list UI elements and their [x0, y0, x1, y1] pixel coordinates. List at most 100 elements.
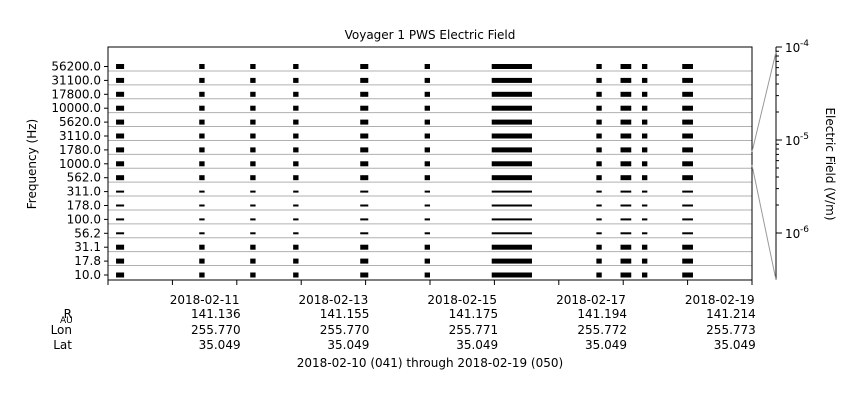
data-block	[250, 244, 256, 250]
data-block	[293, 147, 299, 153]
data-block	[424, 91, 430, 97]
y-axis-label: Frequency (Hz)	[25, 119, 39, 210]
data-block	[596, 258, 602, 264]
colorbar-tick-exponent: -6	[800, 225, 809, 235]
data-block	[620, 190, 632, 193]
data-block	[596, 232, 602, 235]
ephemeris-value: 255.770	[320, 323, 370, 337]
data-block	[641, 77, 648, 83]
data-block	[620, 258, 632, 264]
data-block	[360, 258, 369, 264]
data-block	[293, 204, 299, 207]
data-block	[199, 244, 205, 250]
colorbar-tick-base: 10	[785, 134, 800, 148]
data-block	[199, 175, 205, 181]
data-block	[360, 119, 369, 125]
y-tick-label: 1000.0	[59, 157, 101, 171]
data-block	[641, 119, 648, 125]
data-block	[199, 64, 205, 69]
data-block	[620, 147, 632, 153]
data-block	[491, 190, 532, 193]
data-block	[682, 91, 693, 97]
data-block	[596, 161, 602, 167]
data-block	[620, 91, 632, 97]
colorbar-label: Electric Field (V/m)	[823, 107, 837, 220]
chart-title: Voyager 1 PWS Electric Field	[345, 28, 516, 42]
data-block	[116, 244, 125, 250]
data-block	[620, 77, 632, 83]
plot-area	[107, 46, 753, 281]
y-tick-label: 56.2	[74, 226, 101, 240]
date-range-footer: 2018-02-10 (041) through 2018-02-19 (050…	[297, 356, 563, 370]
data-block	[424, 147, 430, 153]
data-block	[682, 232, 693, 235]
data-block	[424, 133, 430, 139]
ephemeris-value: 255.771	[449, 323, 499, 337]
data-block	[682, 105, 693, 111]
data-block	[491, 161, 532, 167]
data-block	[491, 119, 532, 125]
data-block	[424, 105, 430, 111]
ephemeris-value: 255.770	[191, 323, 241, 337]
data-block	[116, 175, 125, 181]
y-tick-label: 311.0	[67, 185, 101, 199]
data-block	[250, 175, 256, 181]
data-block	[682, 218, 693, 221]
colorbar-connector	[751, 51, 777, 153]
ephemeris-value: 141.214	[706, 307, 756, 321]
data-block	[199, 232, 205, 235]
data-block	[424, 175, 430, 181]
data-block	[620, 232, 632, 235]
data-block	[596, 91, 602, 97]
data-block	[596, 204, 602, 207]
data-block	[116, 147, 125, 153]
data-block	[360, 244, 369, 250]
data-block	[641, 244, 648, 250]
data-block	[250, 64, 256, 69]
ephemeris-value: 255.773	[706, 323, 756, 337]
data-block	[682, 133, 693, 139]
data-block	[424, 119, 430, 125]
data-block	[596, 218, 602, 221]
ephemeris-value: 35.049	[199, 338, 241, 352]
data-block	[641, 105, 648, 111]
data-block	[293, 105, 299, 111]
data-block	[199, 119, 205, 125]
data-block	[620, 272, 632, 278]
y-tick-label: 1780.0	[59, 143, 101, 157]
ephemeris-value: 141.136	[191, 307, 241, 321]
data-block	[116, 91, 125, 97]
data-block	[360, 272, 369, 278]
data-block	[424, 64, 430, 69]
data-block	[491, 91, 532, 97]
data-block	[491, 244, 532, 250]
data-block	[596, 105, 602, 111]
data-block	[199, 190, 205, 193]
data-block	[596, 272, 602, 278]
ephemeris-value: 35.049	[327, 338, 369, 352]
x-tick-label: 2018-02-17	[556, 293, 626, 307]
data-block	[424, 204, 430, 207]
ephemeris-row-label: R	[64, 307, 72, 321]
data-block	[424, 218, 430, 221]
data-block	[116, 272, 125, 278]
data-block	[596, 244, 602, 250]
data-block	[199, 258, 205, 264]
data-block	[641, 64, 648, 69]
y-tick-label: 5620.0	[59, 115, 101, 129]
data-block	[682, 204, 693, 207]
data-block	[620, 119, 632, 125]
data-block	[116, 77, 125, 83]
data-block	[641, 258, 648, 264]
data-block	[641, 272, 648, 278]
colorbar-tick-exponent: -5	[800, 132, 809, 142]
data-block	[116, 190, 125, 193]
data-block	[360, 147, 369, 153]
data-block	[491, 175, 532, 181]
data-block	[596, 119, 602, 125]
ephemeris-row-label: Lat	[53, 338, 72, 352]
data-block	[293, 133, 299, 139]
data-block	[491, 133, 532, 139]
data-block	[682, 244, 693, 250]
